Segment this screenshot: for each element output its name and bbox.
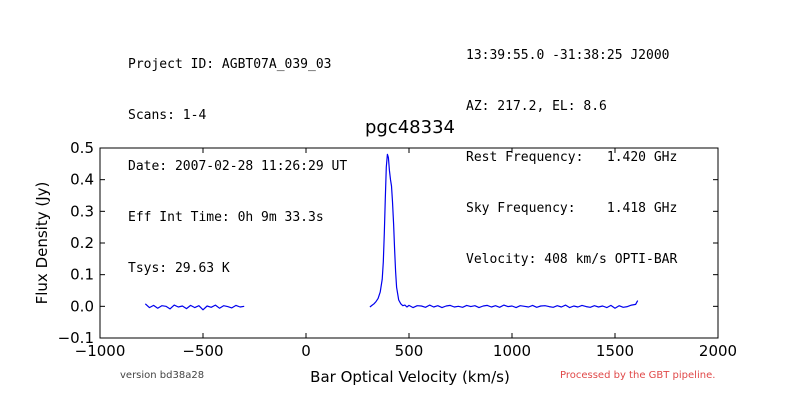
x-tick-label: 0 — [301, 342, 311, 360]
y-tick-label: 0.0 — [70, 297, 94, 315]
observation-info-right: 13:39:55.0 -31:38:25 J2000 AZ: 217.2, EL… — [466, 13, 677, 285]
y-tick-label: 0.5 — [70, 139, 94, 157]
x-tick-label: 500 — [395, 342, 424, 360]
y-tick-label: 0.3 — [70, 202, 94, 220]
pipeline-label: Processed by the GBT pipeline. — [560, 370, 716, 381]
observation-info-left: Project ID: AGBT07A_039_03 Scans: 1-4 Da… — [128, 22, 347, 294]
tsys-line: Tsys: 29.63 K — [128, 261, 230, 276]
project-id-line: Project ID: AGBT07A_039_03 — [128, 57, 332, 72]
y-tick-label: 0.1 — [70, 266, 94, 284]
y-axis-label: Flux Density (Jy) — [33, 182, 51, 305]
eff-int-time-line: Eff Int Time: 0h 9m 33.3s — [128, 210, 324, 225]
az-el-line: AZ: 217.2, EL: 8.6 — [466, 99, 607, 114]
coordinates-line: 13:39:55.0 -31:38:25 J2000 — [466, 48, 670, 63]
scans-line: Scans: 1-4 — [128, 108, 207, 123]
x-tick-label: 1500 — [596, 342, 634, 360]
x-axis-label: Bar Optical Velocity (km/s) — [310, 368, 510, 386]
plot-frame — [99, 147, 719, 339]
y-tick-label: 0.4 — [70, 171, 94, 189]
x-tick-label: 1000 — [493, 342, 531, 360]
x-axis: −1000 −500 0 500 1000 1500 2000 — [75, 148, 737, 360]
velocity-line: Velocity: 408 km/s OPTI-BAR — [466, 252, 678, 267]
x-tick-label: 2000 — [699, 342, 737, 360]
series-line-spectrum-main — [369, 153, 639, 309]
y-tick-label: 0.2 — [70, 234, 94, 252]
sky-frequency-line: Sky Frequency: 1.418 GHz — [466, 201, 678, 216]
series-layer — [144, 153, 639, 311]
y-axis: −0.1 0.0 0.1 0.2 0.3 0.4 0.5 — [58, 139, 718, 347]
series-line-baseline-low — [144, 303, 245, 311]
y-tick-label: −0.1 — [58, 329, 94, 347]
chart-title: pgc48334 — [365, 117, 455, 138]
rest-frequency-line: Rest Frequency: 1.420 GHz — [466, 150, 678, 165]
version-label: version bd38a28 — [120, 370, 205, 381]
x-tick-label: −500 — [182, 342, 223, 360]
x-tick-label: −1000 — [75, 342, 126, 360]
date-line: Date: 2007-02-28 11:26:29 UT — [128, 159, 348, 174]
